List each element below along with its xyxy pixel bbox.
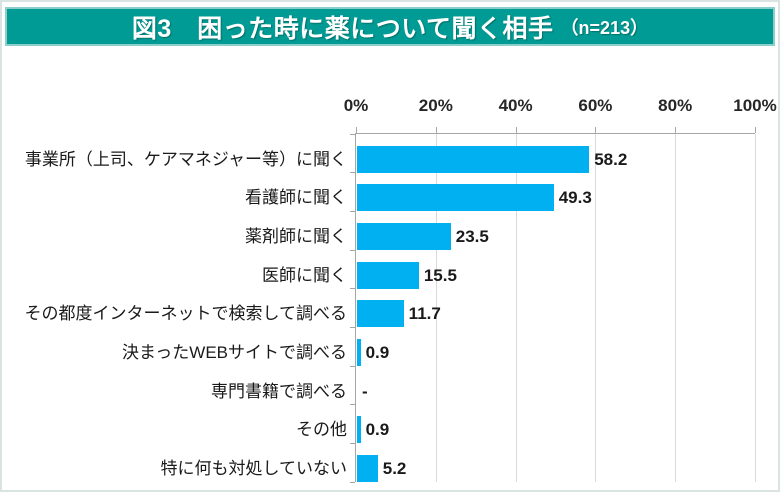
gridline [675, 134, 677, 482]
bar [357, 416, 361, 444]
x-axis-tick-label: 80% [658, 96, 693, 115]
y-axis-tick-mark [350, 404, 355, 406]
category-label: 事業所（上司、ケアマネジャー等）に聞く [24, 149, 347, 169]
category-label: 看護師に聞く [245, 188, 347, 208]
category-label: 特に何も対処していない [160, 459, 348, 478]
x-axis-tick-label: 20% [418, 96, 453, 115]
category-label: 医師に聞く [262, 265, 347, 285]
category-label: その他 [296, 420, 347, 440]
chart-title-sample-size: （n=213） [560, 17, 649, 38]
x-axis-tick-label: 100% [733, 96, 777, 115]
x-axis-tick-mark [435, 127, 437, 133]
x-axis-tick-mark [356, 127, 357, 133]
y-axis-tick-mark [350, 365, 355, 367]
gridline [435, 134, 437, 482]
bar-value-label: 5.2 [382, 459, 407, 478]
bar [357, 184, 554, 212]
x-axis-tick-mark [675, 127, 677, 133]
bar-value-label: 23.5 [455, 227, 489, 246]
bar [357, 455, 378, 482]
y-axis-tick-mark [350, 481, 355, 483]
gridline [515, 134, 517, 482]
y-axis-tick-mark [350, 172, 355, 174]
y-axis-tick-mark [350, 249, 355, 251]
y-axis-tick-mark [350, 442, 355, 444]
x-axis-tick-label: 60% [578, 96, 613, 115]
bar-value-label: 58.2 [594, 149, 628, 169]
bar [357, 300, 404, 328]
bar [357, 261, 419, 289]
category-label: 決まったWEBサイトで調べる [121, 343, 347, 362]
y-axis-tick-mark [350, 210, 355, 212]
bar-value-label: 15.5 [423, 265, 457, 285]
chart-title: 図3 困った時に薬について聞く相手 [131, 14, 554, 43]
gridline [755, 134, 756, 482]
bar-value-label: 49.3 [558, 188, 592, 208]
category-label: 専門書籍で調べる [211, 381, 347, 401]
x-axis-tick-mark [755, 127, 756, 133]
bar [357, 223, 451, 250]
gridline [595, 134, 597, 482]
bar-value-label: 11.7 [408, 304, 441, 324]
bar-value-label: 0.9 [365, 420, 390, 440]
category-label: その都度インターネットで検索して調べる [24, 304, 348, 324]
title-banner: 図3 困った時に薬について聞く相手 （n=213） [5, 7, 775, 46]
y-axis-tick-mark [350, 326, 355, 328]
category-label: 薬剤師に聞く [245, 227, 347, 246]
bar-value-label: 0.9 [365, 343, 390, 362]
bar [357, 145, 590, 173]
y-axis-tick-mark [350, 133, 355, 135]
x-axis-tick-mark [595, 127, 597, 133]
x-axis-tick-label: 40% [498, 96, 533, 115]
plot-area: 0% 20% 40% 60% 80% 100% 事業所（上司、ケアマネジャー等）に聞く 58.… [25, 96, 777, 483]
x-axis-tick-mark [515, 127, 517, 133]
x-axis-tick-label: 0% [343, 96, 369, 115]
bar-value-label: - [362, 381, 368, 401]
y-axis-tick-mark [350, 288, 355, 290]
bar [357, 339, 361, 366]
